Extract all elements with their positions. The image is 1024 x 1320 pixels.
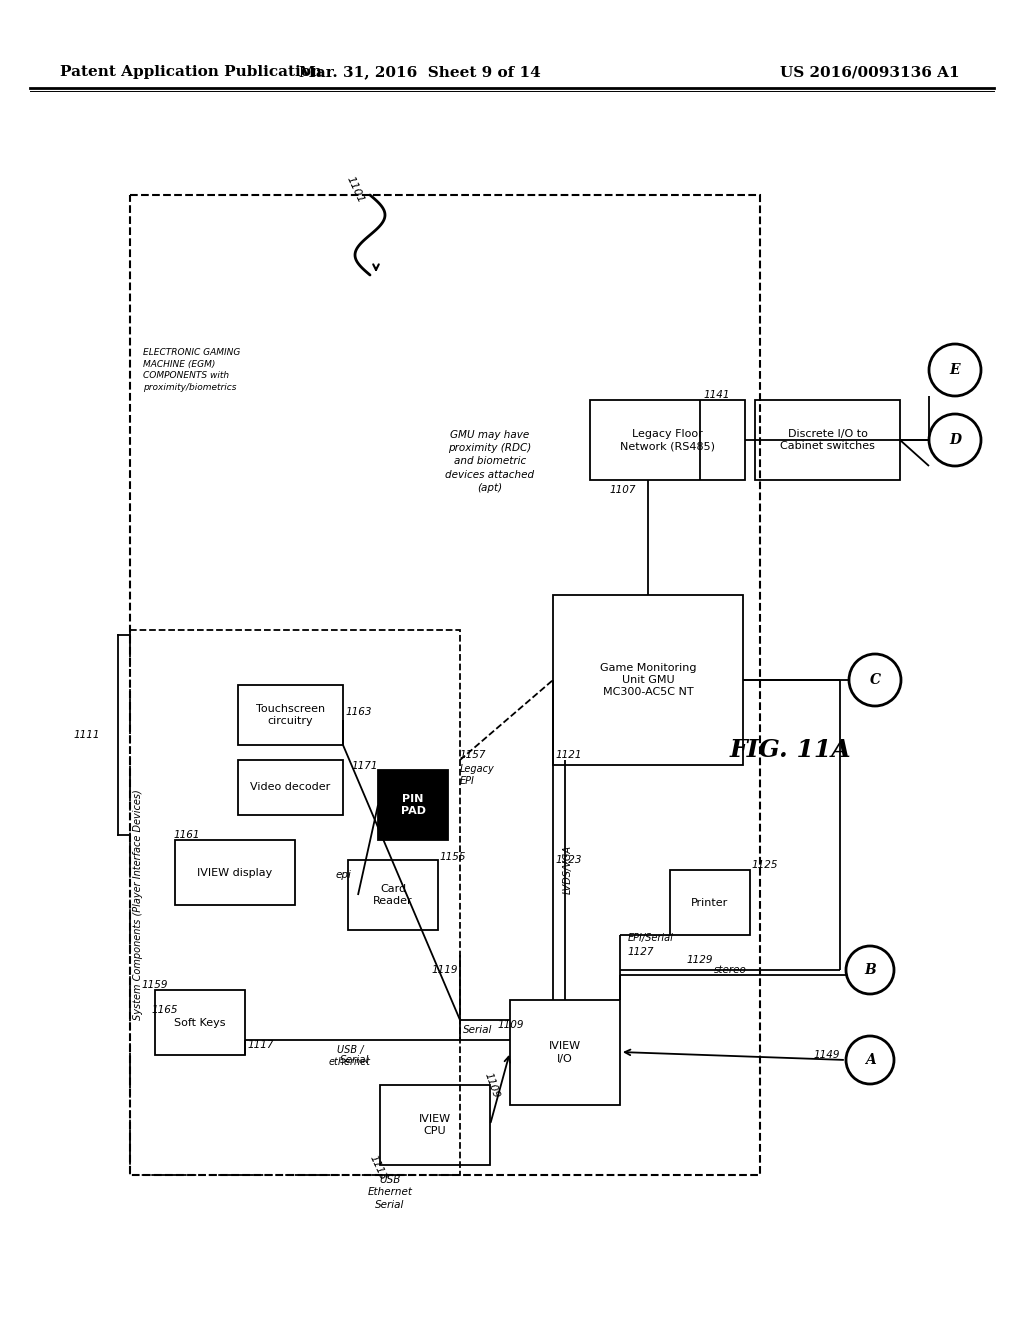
Text: 1165: 1165 <box>152 1005 178 1015</box>
Text: 1119: 1119 <box>432 965 459 975</box>
Bar <box>175 840 295 906</box>
Text: 1123: 1123 <box>555 855 582 865</box>
Text: stereo: stereo <box>714 965 746 975</box>
Text: Patent Application Publication: Patent Application Publication <box>60 65 322 79</box>
Text: 1107: 1107 <box>610 484 637 495</box>
Text: US 2016/0093136 A1: US 2016/0093136 A1 <box>780 65 961 79</box>
Bar <box>130 195 760 1175</box>
Text: 1125: 1125 <box>752 861 778 870</box>
Text: 1127: 1127 <box>628 946 654 957</box>
Text: 1149: 1149 <box>813 1049 840 1060</box>
Text: 1111: 1111 <box>74 730 100 741</box>
Text: USB /
ethernet: USB / ethernet <box>329 1045 371 1068</box>
Text: 1163: 1163 <box>345 708 372 717</box>
Text: Printer: Printer <box>691 898 729 908</box>
Text: Serial: Serial <box>463 1026 493 1035</box>
Text: Legacy Floor
Network (RS485): Legacy Floor Network (RS485) <box>620 429 715 451</box>
Text: IVIEW
CPU: IVIEW CPU <box>419 1114 451 1137</box>
Text: E: E <box>949 363 961 378</box>
Text: B: B <box>864 964 876 977</box>
Bar <box>380 1085 490 1166</box>
Text: Touchscreen
circuitry: Touchscreen circuitry <box>256 704 325 726</box>
Text: LVDS/VGA: LVDS/VGA <box>563 846 573 895</box>
Bar <box>755 400 900 480</box>
Text: System Components (Player Interface Devices): System Components (Player Interface Devi… <box>133 789 143 1020</box>
Bar <box>155 990 245 1055</box>
Text: FIG. 11A: FIG. 11A <box>729 738 851 762</box>
Text: 1157: 1157 <box>460 750 486 760</box>
Text: 1171: 1171 <box>351 762 378 771</box>
Text: A: A <box>864 1053 876 1067</box>
Bar <box>670 870 750 935</box>
Text: D: D <box>949 433 961 447</box>
Text: 1117: 1117 <box>248 1040 274 1049</box>
Text: PIN
PAD: PIN PAD <box>400 793 426 816</box>
Text: 1109: 1109 <box>498 1020 524 1030</box>
Bar <box>553 595 743 766</box>
Text: 1113: 1113 <box>368 1154 388 1183</box>
Text: 1141: 1141 <box>703 389 729 400</box>
Text: C: C <box>869 673 881 686</box>
Bar <box>238 685 343 744</box>
Bar <box>590 400 745 480</box>
Text: Discrete I/O to
Cabinet switches: Discrete I/O to Cabinet switches <box>780 429 874 451</box>
Bar <box>348 861 438 931</box>
Text: 1159: 1159 <box>142 979 169 990</box>
Bar <box>130 630 460 1175</box>
Text: USB
Ethernet
Serial: USB Ethernet Serial <box>368 1175 413 1210</box>
Text: epi: epi <box>336 870 352 880</box>
Text: Card
Reader: Card Reader <box>373 884 413 907</box>
Text: Legacy
EPI: Legacy EPI <box>460 764 495 787</box>
Bar <box>238 760 343 814</box>
Text: 1109: 1109 <box>482 1071 501 1100</box>
Text: 1155: 1155 <box>439 851 466 862</box>
Bar <box>510 1001 620 1105</box>
Text: 1121: 1121 <box>555 750 582 760</box>
Text: 1129: 1129 <box>687 954 714 965</box>
Text: IVIEW display: IVIEW display <box>198 867 272 878</box>
Text: 1161: 1161 <box>173 830 200 840</box>
Text: Video decoder: Video decoder <box>251 783 331 792</box>
Text: EPI/Serial: EPI/Serial <box>628 933 674 942</box>
Text: ELECTRONIC GAMING
MACHINE (EGM)
COMPONENTS with
proximity/biometrics: ELECTRONIC GAMING MACHINE (EGM) COMPONEN… <box>143 347 241 392</box>
Text: 1101: 1101 <box>344 176 366 205</box>
Text: Game Monitoring
Unit GMU
MC300-AC5C NT: Game Monitoring Unit GMU MC300-AC5C NT <box>600 663 696 697</box>
Text: Soft Keys: Soft Keys <box>174 1018 225 1027</box>
Bar <box>378 770 449 840</box>
Text: Serial: Serial <box>340 1055 370 1065</box>
Text: Mar. 31, 2016  Sheet 9 of 14: Mar. 31, 2016 Sheet 9 of 14 <box>299 65 541 79</box>
Text: IVIEW
I/O: IVIEW I/O <box>549 1041 581 1064</box>
Text: GMU may have
proximity (RDC)
and biometric
devices attached
(apt): GMU may have proximity (RDC) and biometr… <box>445 430 535 492</box>
